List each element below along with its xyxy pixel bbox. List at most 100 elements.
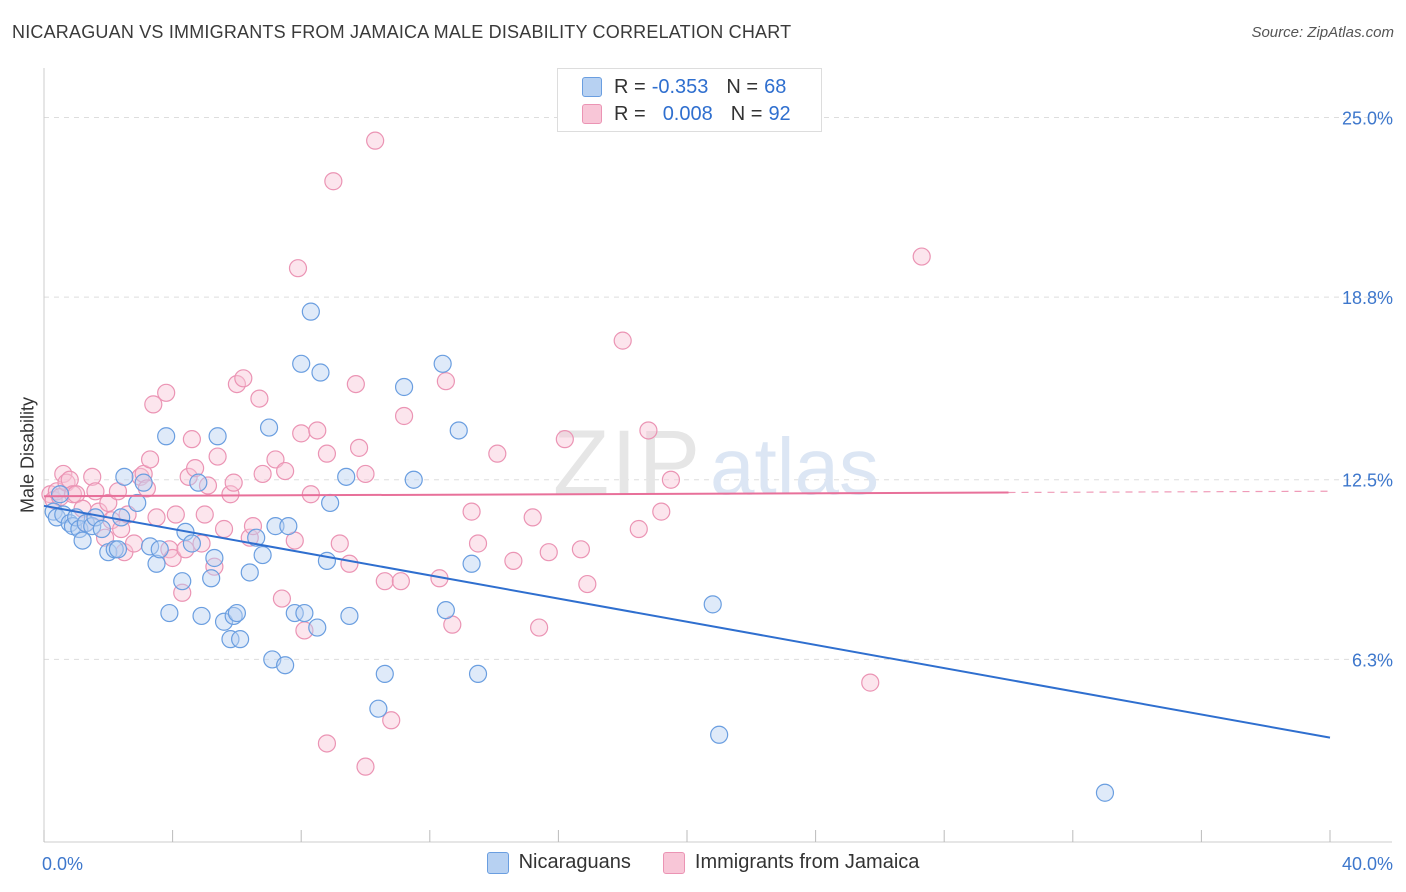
data-point-jamaica [166, 505, 185, 524]
data-point-jamaica [266, 450, 285, 469]
data-point-nicaraguans [214, 612, 234, 631]
data-point-jamaica [250, 389, 269, 408]
data-point-nicaraguans [112, 508, 131, 527]
watermark-atlas: atlas [710, 422, 879, 511]
bottom-legend-jamaica: Immigrants from Jamaica [662, 851, 920, 874]
data-point-jamaica [292, 424, 311, 443]
data-point-jamaica [391, 572, 410, 591]
data-point-jamaica [253, 464, 272, 484]
watermark: ZIP atlas [553, 412, 879, 514]
legend-r-label: R = [614, 102, 646, 125]
data-point-nicaraguans [182, 534, 201, 553]
data-point-jamaica [523, 508, 542, 527]
data-point-jamaica [639, 421, 658, 440]
data-point-jamaica [317, 734, 337, 753]
data-point-jamaica [340, 554, 359, 573]
data-point-jamaica [208, 447, 227, 466]
data-point-nicaraguans [231, 630, 250, 649]
data-point-jamaica [539, 543, 558, 562]
source-label: Source: ZipAtlas.com [1251, 24, 1394, 41]
data-point-nicaraguans [285, 603, 304, 623]
data-point-jamaica [140, 450, 160, 469]
data-point-nicaraguans [115, 467, 134, 486]
data-point-nicaraguans [227, 603, 246, 623]
data-point-jamaica [375, 572, 394, 591]
x-tick-label: 40.0% [1342, 854, 1393, 874]
data-point-jamaica [144, 395, 163, 414]
legend-r-value: -0.353 [651, 75, 709, 98]
data-point-jamaica [272, 589, 292, 608]
data-point-jamaica [163, 548, 182, 568]
data-point-nicaraguans [189, 473, 208, 492]
data-point-nicaraguans [160, 603, 179, 623]
data-point-nicaraguans [259, 418, 279, 437]
data-point-jamaica [324, 172, 343, 191]
data-point-jamaica [99, 493, 118, 513]
bottom-legend-label-jamaica: Immigrants from Jamaica [694, 851, 920, 873]
data-point-nicaraguans [703, 595, 722, 614]
data-point-jamaica [137, 479, 156, 498]
data-point-nicaraguans [301, 302, 320, 321]
data-point-nicaraguans [449, 421, 468, 440]
data-point-nicaraguans [134, 473, 153, 492]
data-point-jamaica [276, 461, 295, 481]
data-point-nicaraguans [205, 548, 224, 568]
data-point-jamaica [578, 574, 597, 594]
data-point-nicaraguans [147, 554, 166, 573]
data-point-jamaica [629, 519, 648, 539]
x-tick-label: 0.0% [42, 854, 83, 874]
bottom-legend-swatch-jamaica [662, 851, 685, 874]
data-point-jamaica [356, 464, 375, 484]
data-point-nicaraguans [1095, 783, 1115, 802]
bottom-legend-nicaraguans: Nicaraguans [486, 851, 631, 874]
legend-n-label: N = [730, 102, 763, 125]
data-point-nicaraguans [240, 563, 259, 582]
data-point-nicaraguans [292, 354, 311, 373]
data-point-jamaica [652, 502, 671, 521]
legend-swatch-jamaica [582, 104, 602, 124]
data-point-nicaraguans [221, 630, 240, 649]
data-point-nicaraguans [150, 540, 169, 559]
data-point-nicaraguans [404, 470, 423, 489]
legend-row-nicaraguans: R = -0.353 N = 68 [582, 74, 786, 100]
data-point-jamaica [234, 369, 253, 388]
data-point-nicaraguans [128, 493, 147, 513]
data-point-jamaica [224, 473, 243, 492]
y-tick-label: 25.0% [1342, 108, 1393, 128]
data-point-nicaraguans [394, 377, 414, 397]
data-point-jamaica [83, 467, 102, 486]
bottom-legend-label-nicaraguans: Nicaraguans [518, 851, 631, 873]
data-point-jamaica [462, 502, 481, 521]
watermark-zip: ZIP [553, 412, 702, 514]
data-point-jamaica [346, 374, 365, 394]
axes [43, 68, 1392, 843]
data-point-nicaraguans [468, 664, 488, 684]
data-point-jamaica [214, 519, 234, 539]
data-point-nicaraguans [266, 517, 285, 536]
y-tick-label: 6.3% [1352, 650, 1393, 670]
data-point-nicaraguans [247, 528, 266, 547]
data-point-nicaraguans [710, 725, 729, 744]
trend-line-nicaraguans [43, 504, 1331, 739]
data-point-jamaica [571, 540, 591, 559]
data-point-jamaica [182, 430, 201, 449]
data-point-jamaica [394, 406, 414, 426]
data-point-jamaica [288, 259, 308, 278]
data-point-nicaraguans [224, 606, 243, 626]
series-nicaraguans-points [44, 302, 1115, 802]
legend-n-value: 68 [764, 75, 787, 98]
data-point-jamaica [861, 673, 880, 692]
data-point-nicaraguans [108, 540, 128, 559]
data-point-jamaica [317, 444, 337, 463]
trend-line-jamaica [43, 491, 1009, 498]
legend-row-jamaica: R = 0.008 N = 92 [582, 101, 791, 127]
chart-title: NICARAGUAN VS IMMIGRANTS FROM JAMAICA MA… [12, 22, 792, 42]
data-point-jamaica [504, 551, 523, 570]
bottom-legend: Nicaraguans Immigrants from Jamaica [0, 851, 1406, 874]
trend-line-jamaica-extension [1008, 490, 1331, 494]
data-point-jamaica [661, 470, 681, 489]
data-point-nicaraguans [276, 656, 295, 675]
data-point-jamaica [186, 459, 205, 478]
data-point-jamaica [530, 618, 549, 637]
